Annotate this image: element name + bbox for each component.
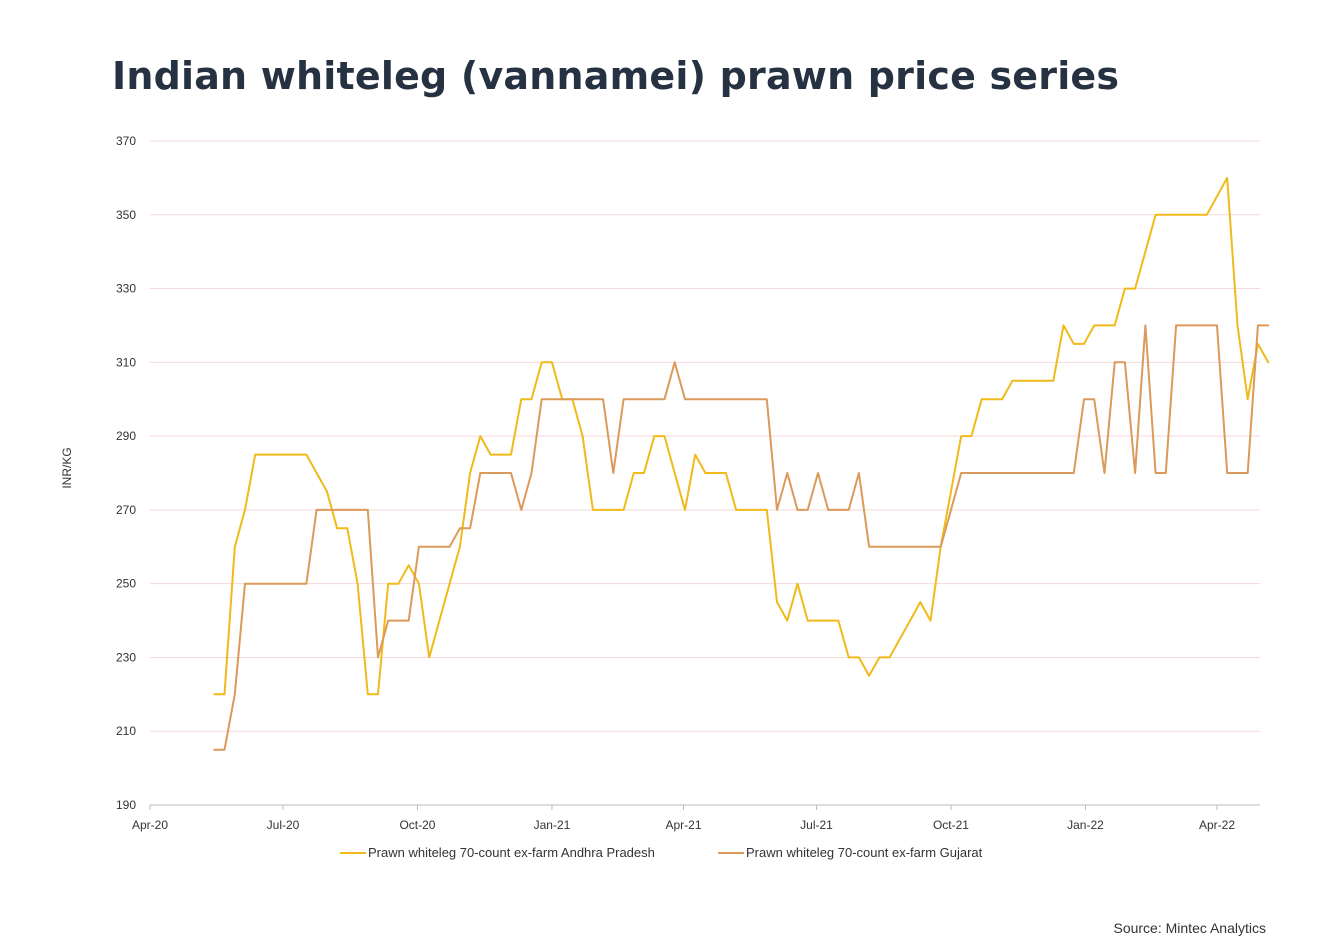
y-tick-label: 330 <box>116 282 136 296</box>
y-tick-label: 370 <box>116 134 136 148</box>
y-tick-label: 350 <box>116 208 136 222</box>
x-tick-label: Jul-20 <box>267 818 300 832</box>
y-tick-label: 230 <box>116 650 136 664</box>
series-lines <box>213 176 1270 751</box>
x-tick-label: Apr-22 <box>1199 818 1235 832</box>
legend: Prawn whiteleg 70-count ex-farm Andhra P… <box>340 845 983 860</box>
y-tick-label: 250 <box>116 577 136 591</box>
gridlines <box>150 140 1260 732</box>
x-tick-label: Apr-21 <box>665 818 701 832</box>
x-axis: Apr-20 Jul-20 Oct-20 Jan-21 Apr-21 Jul-21 Oct-… <box>132 804 1260 832</box>
series-line-gujarat <box>213 324 1270 751</box>
y-tick-label: 190 <box>116 798 136 812</box>
legend-label: Prawn whiteleg 70-count ex-farm Gujarat <box>746 845 983 860</box>
y-axis-label: INR/KG <box>60 447 74 488</box>
x-tick-label: Jan-22 <box>1067 818 1104 832</box>
y-axis: 190 210 230 250 270 290 310 330 350 370 <box>116 134 136 812</box>
x-tick-label: Apr-20 <box>132 818 168 832</box>
x-tick-label: Oct-21 <box>933 818 969 832</box>
y-tick-label: 290 <box>116 429 136 443</box>
legend-item: Prawn whiteleg 70-count ex-farm Andhra P… <box>340 845 655 860</box>
x-tick-label: Oct-20 <box>399 818 435 832</box>
x-tick-label: Jul-21 <box>800 818 833 832</box>
source-note: Source: Mintec Analytics <box>1113 920 1266 936</box>
series-line-andhra-pradesh <box>213 176 1270 696</box>
y-tick-label: 210 <box>116 724 136 738</box>
legend-label: Prawn whiteleg 70-count ex-farm Andhra P… <box>368 845 655 860</box>
y-tick-label: 310 <box>116 355 136 369</box>
x-tick-label: Jan-21 <box>534 818 571 832</box>
legend-item: Prawn whiteleg 70-count ex-farm Gujarat <box>718 845 983 860</box>
chart-title: Indian whiteleg (vannamei) prawn price s… <box>112 54 1120 98</box>
y-tick-label: 270 <box>116 503 136 517</box>
